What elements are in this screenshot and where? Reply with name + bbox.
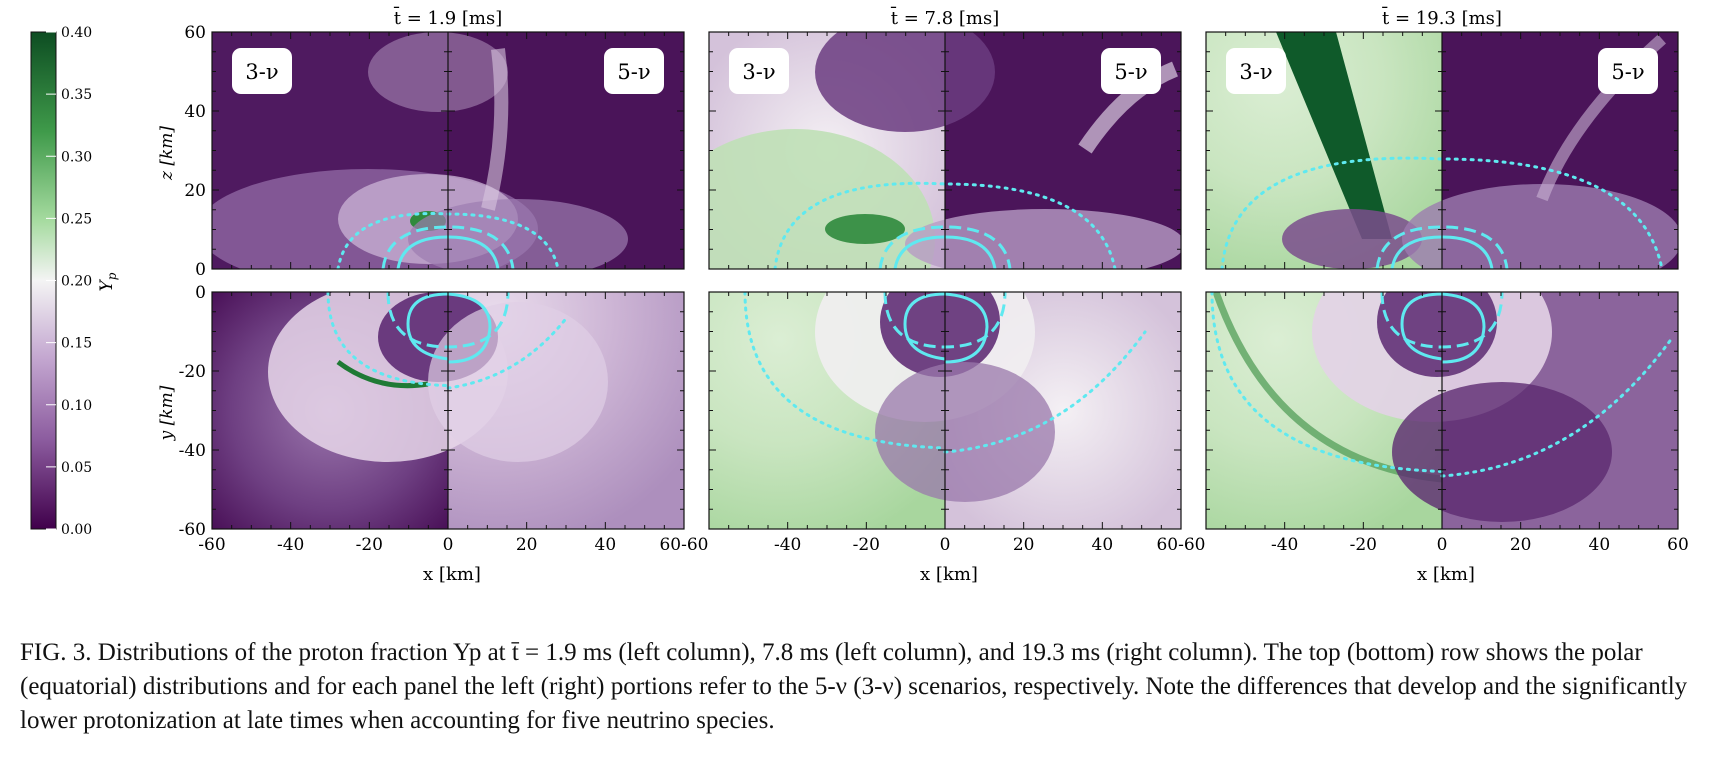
colorbar-ticks: 0.40 0.35 0.30 0.25 0.20 0.15 0.10 0.05 0.00 <box>46 25 92 538</box>
xtick-label: -40 <box>1271 535 1298 555</box>
colorbar-tick-label: 0.40 <box>61 25 92 41</box>
scenario-tag-right: 5-ν <box>604 48 664 94</box>
xtick-label: 20 <box>1013 535 1035 555</box>
colorbar-tick-label: 0.20 <box>61 274 92 290</box>
top-ylabel: z [km] <box>157 126 177 181</box>
panel-title: t̄ = 7.8 [ms] <box>890 5 999 29</box>
panel-grid: 60 40 20 0 3-ν 5-ν 0 -20 -40 -60 t̄ = 1.9 [ms] -60 -… <box>179 5 1689 555</box>
xtick-label: 60-60 <box>659 535 708 555</box>
xtick-label: 20 <box>516 535 538 555</box>
ytick-label: -40 <box>179 441 206 461</box>
axis-ticks <box>1205 31 1679 270</box>
xtick-label: -40 <box>774 535 801 555</box>
ytick-label: -60 <box>179 520 206 540</box>
svg-text:5-ν: 5-ν <box>617 60 650 84</box>
colorbar-tick-label: 0.10 <box>61 398 92 414</box>
contour-dotted <box>943 330 1147 454</box>
contour-solid <box>944 292 989 364</box>
contour-dotted <box>1210 292 1444 473</box>
panel-1: 60 40 20 0 3-ν 5-ν 0 -20 -40 -60 t̄ = 1.9 [ms] -60 -… <box>179 5 709 555</box>
scenario-tag-left: 3-ν <box>1226 48 1286 94</box>
field-texture <box>1210 292 1674 522</box>
colorbar: 0.40 0.35 0.30 0.25 0.20 0.15 0.10 0.05 0.00 Yp <box>30 25 119 538</box>
axis-ticks <box>708 291 1182 530</box>
panel-2-equatorial <box>708 291 1182 530</box>
xlabel-3: x [km] <box>1417 564 1475 585</box>
panel-title: t̄ = 1.9 [ms] <box>393 5 502 29</box>
xlabel-2: x [km] <box>920 564 978 585</box>
contour-dotted <box>326 292 450 388</box>
xtick-label: 40 <box>1589 535 1611 555</box>
caption-label: FIG. 3. <box>20 639 92 666</box>
xtick-label: -20 <box>853 535 880 555</box>
contour-solid <box>1400 292 1443 361</box>
xtick-label: -20 <box>1350 535 1377 555</box>
xtick-label: 0 <box>940 535 951 555</box>
colorbar-tick-label: 0.35 <box>61 87 92 103</box>
axis-ticks <box>211 31 685 270</box>
contour-dashed <box>1375 225 1509 269</box>
panel-3: 3-ν 5-ν t̄ = 19.3 [ms] -40 -20 0 20 40 60 <box>1205 5 1689 555</box>
svg-text:3-ν: 3-ν <box>245 60 278 84</box>
svg-text:5-ν: 5-ν <box>1114 60 1147 84</box>
svg-text:5-ν: 5-ν <box>1611 60 1644 84</box>
xtick-label: -20 <box>356 535 383 555</box>
xtick-label: 20 <box>1510 535 1532 555</box>
contour-dashed <box>381 225 515 269</box>
ytick-label: 0 <box>195 260 206 280</box>
ytick-label: -20 <box>179 362 206 382</box>
figure: 0.400.350.300.250.200.150.100.050.00 Yp … <box>30 5 1689 585</box>
xtick-label: -40 <box>277 535 304 555</box>
panel-2-polar: 3-ν 5-ν <box>708 31 1182 270</box>
scenario-tag-left: 3-ν <box>232 48 292 94</box>
contour-dashed <box>878 225 1012 269</box>
panel-title: t̄ = 19.3 [ms] <box>1381 5 1502 29</box>
xtick-label: 60-60 <box>1156 535 1205 555</box>
panel-2: 3-ν 5-ν t̄ = 7.8 [ms] -40 -20 0 20 40 60-60 <box>708 5 1206 555</box>
colorbar-tick-label: 0.25 <box>61 211 92 227</box>
xtick-label: 60 <box>1667 535 1689 555</box>
scenario-tag-right: 5-ν <box>1598 48 1658 94</box>
field-texture <box>743 292 1147 502</box>
panel-3-polar: 3-ν 5-ν <box>1205 31 1679 270</box>
contour-dotted <box>446 314 570 390</box>
ytick-label: 20 <box>184 181 206 201</box>
contour-solid <box>447 292 492 364</box>
contour-dotted <box>1440 336 1674 478</box>
colorbar-tick-label: 0.15 <box>61 336 92 352</box>
colorbar-tick-label: 0.05 <box>61 460 92 476</box>
colorbar-tick-label: 0.00 <box>61 522 92 538</box>
ytick-label: 0 <box>195 283 206 303</box>
colorbar-label: Yp <box>97 272 119 291</box>
xlabel-1: x [km] <box>423 564 481 585</box>
scenario-tag-right: 5-ν <box>1101 48 1161 94</box>
bottom-ylabel: y [km] <box>157 385 177 441</box>
svg-text:3-ν: 3-ν <box>1239 60 1272 84</box>
caption-text: Distributions of the proton fraction Yp … <box>20 639 1688 734</box>
panel-1-equatorial: 0 -20 -40 -60 <box>179 283 685 540</box>
scenario-tag-left: 3-ν <box>729 48 789 94</box>
field-texture <box>709 32 1181 269</box>
panel-3-equatorial <box>1205 291 1679 530</box>
xtick-label: 40 <box>595 535 617 555</box>
ytick-label: 60 <box>184 23 206 43</box>
field-texture <box>212 32 628 269</box>
contour-solid <box>1441 292 1486 364</box>
ytick-label: 40 <box>184 102 206 122</box>
axis-ticks <box>211 291 685 530</box>
xtick-label: 0 <box>1437 535 1448 555</box>
contour-dotted <box>743 292 947 450</box>
contour-solid <box>406 292 449 361</box>
xtick-label: -60 <box>198 535 225 555</box>
xtick-label: 40 <box>1092 535 1114 555</box>
figure-caption: FIG. 3. Distributions of the proton frac… <box>20 636 1720 738</box>
panel-1-polar: 60 40 20 0 3-ν 5-ν <box>184 23 685 280</box>
field-texture <box>268 292 608 462</box>
svg-text:3-ν: 3-ν <box>742 60 775 84</box>
xtick-label: 0 <box>443 535 454 555</box>
axis-ticks <box>708 31 1182 270</box>
axis-ticks <box>1205 291 1679 530</box>
colorbar-tick-label: 0.30 <box>61 149 92 165</box>
contour-solid <box>903 292 946 361</box>
